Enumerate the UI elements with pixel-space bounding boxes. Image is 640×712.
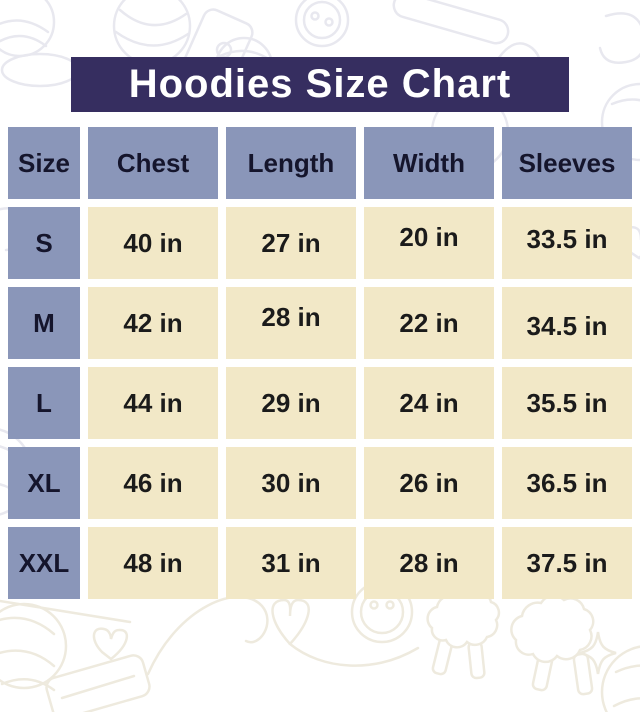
title-banner: Hoodies Size Chart: [71, 57, 569, 112]
row-s-sleeves: 33.5 in: [502, 207, 632, 279]
row-s-label: S: [8, 207, 80, 279]
row-s-length: 27 in: [226, 207, 356, 279]
row-l-width: 24 in: [364, 367, 494, 439]
row-xxl-sleeves: 37.5 in: [502, 527, 632, 599]
row-xl-chest: 46 in: [88, 447, 218, 519]
row-xl-sleeves: 36.5 in: [502, 447, 632, 519]
col-header-width: Width: [364, 127, 494, 199]
knitting-needle-icon: [392, 0, 510, 45]
row-m-label: M: [8, 287, 80, 359]
row-m-chest: 42 in: [88, 287, 218, 359]
yarn-ball-icon: [0, 599, 132, 692]
row-l-chest: 44 in: [88, 367, 218, 439]
row-s-chest: 40 in: [88, 207, 218, 279]
row-m-width: 22 in: [364, 287, 494, 359]
yarn-thread-heart-icon: [146, 595, 420, 676]
col-header-chest: Chest: [88, 127, 218, 199]
row-l-length: 29 in: [226, 367, 356, 439]
row-xxl-width: 28 in: [364, 527, 494, 599]
yarn-ball-icon: [600, 645, 640, 712]
row-m-sleeves: 34.5 in: [502, 287, 632, 359]
row-xl-width: 26 in: [364, 447, 494, 519]
button-icon: [294, 0, 350, 48]
size-chart-table: Size Chest Length Width Sleeves S 40 in …: [8, 127, 632, 599]
sheep-icon: [426, 589, 501, 680]
row-xl-length: 30 in: [226, 447, 356, 519]
row-l-sleeves: 35.5 in: [502, 367, 632, 439]
heart-icon: [92, 627, 129, 661]
col-header-length: Length: [226, 127, 356, 199]
sparkle-icon: [579, 631, 617, 675]
row-s-width: 20 in: [364, 207, 494, 279]
col-header-size: Size: [8, 127, 80, 199]
page-title: Hoodies Size Chart: [128, 62, 512, 106]
yarn-ball-icon: [598, 12, 640, 162]
row-xxl-label: XXL: [8, 527, 80, 599]
row-m-length: 28 in: [226, 287, 356, 359]
row-xxl-length: 31 in: [226, 527, 356, 599]
sheep-icon: [510, 594, 595, 696]
col-header-sleeves: Sleeves: [502, 127, 632, 199]
spool-icon: [45, 654, 151, 712]
row-xl-label: XL: [8, 447, 80, 519]
yarn-ball-icon: [0, 0, 80, 88]
row-xxl-chest: 48 in: [88, 527, 218, 599]
row-l-label: L: [8, 367, 80, 439]
